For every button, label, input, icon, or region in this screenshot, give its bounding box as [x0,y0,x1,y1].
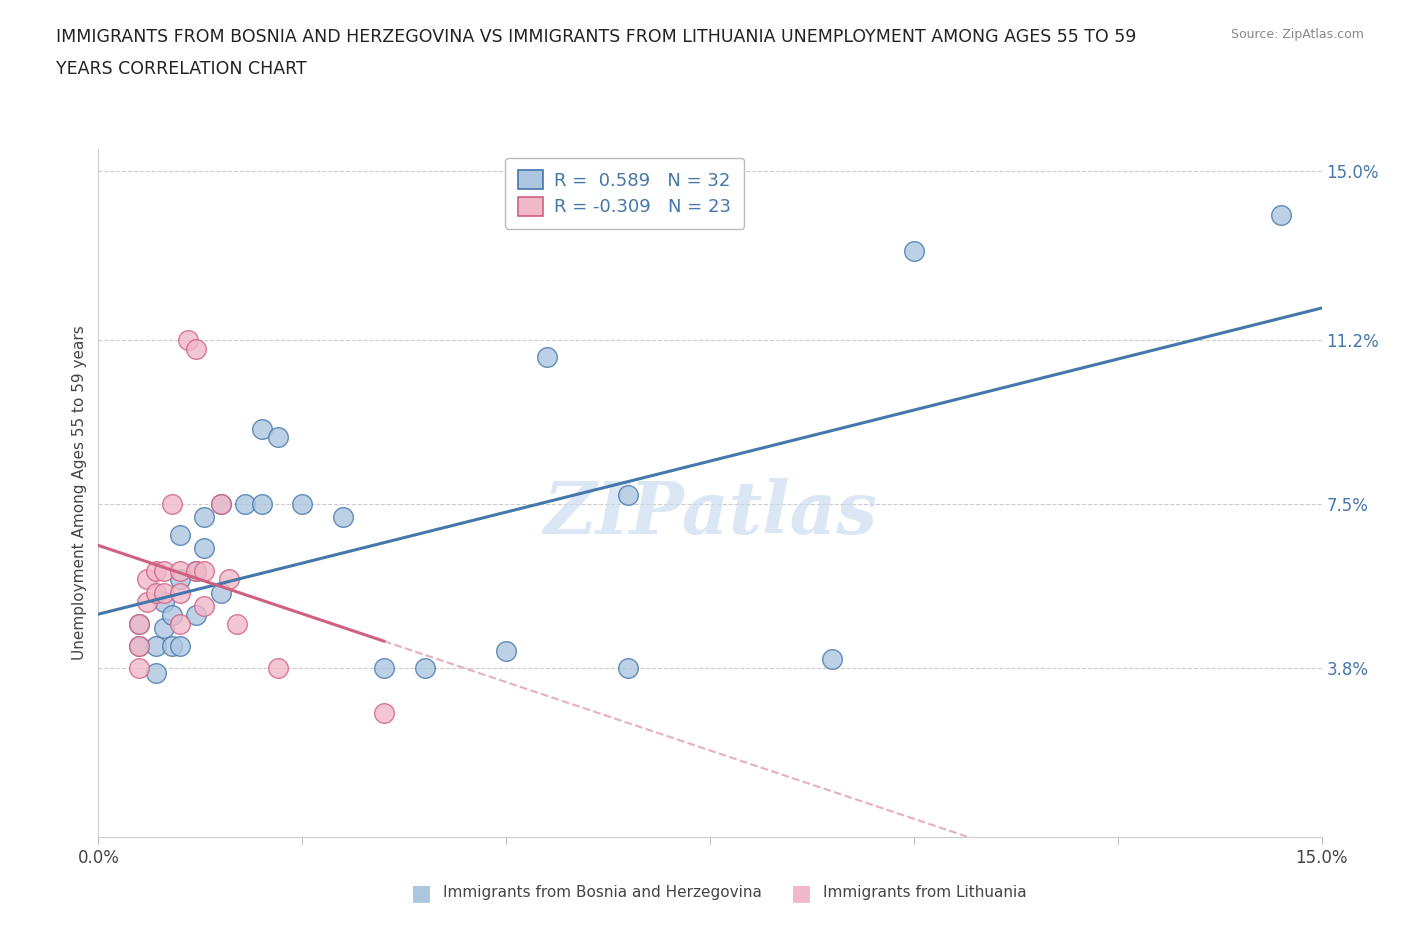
Point [169,585,191,600]
Text: ■: ■ [412,883,432,903]
Point [267,661,290,676]
Text: IMMIGRANTS FROM BOSNIA AND HERZEGOVINA VS IMMIGRANTS FROM LITHUANIA UNEMPLOYMENT: IMMIGRANTS FROM BOSNIA AND HERZEGOVINA V… [56,28,1136,46]
Point [373,661,395,676]
Point [332,510,354,525]
Point [413,661,436,676]
Point [169,639,191,654]
Point [267,430,290,445]
Point [291,497,314,512]
Point [250,421,273,436]
Legend: R =  0.589   N = 32, R = -0.309   N = 23: R = 0.589 N = 32, R = -0.309 N = 23 [505,158,744,229]
Text: ■: ■ [792,883,811,903]
Y-axis label: Unemployment Among Ages 55 to 59 years: Unemployment Among Ages 55 to 59 years [72,326,87,660]
Point [193,599,215,614]
Point [373,705,395,720]
Point [209,497,232,512]
Point [617,661,640,676]
Point [617,487,640,502]
Text: YEARS CORRELATION CHART: YEARS CORRELATION CHART [56,60,307,78]
Point [152,621,174,636]
Point [193,510,215,525]
Point [145,564,167,578]
Point [160,607,183,622]
Point [152,564,174,578]
Point [903,244,925,259]
Text: Source: ZipAtlas.com: Source: ZipAtlas.com [1230,28,1364,41]
Point [152,585,174,600]
Point [128,639,150,654]
Point [169,617,191,631]
Point [536,350,558,365]
Text: ZIPatlas: ZIPatlas [543,478,877,549]
Point [218,572,240,587]
Point [233,497,256,512]
Text: Immigrants from Lithuania: Immigrants from Lithuania [823,885,1026,900]
Point [128,617,150,631]
Point [169,564,191,578]
Point [193,541,215,556]
Point [136,594,159,609]
Point [128,617,150,631]
Point [169,527,191,542]
Point [209,585,232,600]
Point [152,594,174,609]
Point [193,564,215,578]
Point [186,564,208,578]
Point [186,607,208,622]
Point [160,497,183,512]
Point [145,585,167,600]
Point [226,617,249,631]
Point [821,652,844,667]
Point [186,341,208,356]
Point [145,665,167,680]
Point [169,572,191,587]
Point [1270,208,1292,223]
Point [128,661,150,676]
Point [495,643,517,658]
Point [128,639,150,654]
Point [177,332,200,347]
Point [145,639,167,654]
Point [209,497,232,512]
Point [136,572,159,587]
Text: Immigrants from Bosnia and Herzegovina: Immigrants from Bosnia and Herzegovina [443,885,762,900]
Point [250,497,273,512]
Point [160,639,183,654]
Point [186,564,208,578]
